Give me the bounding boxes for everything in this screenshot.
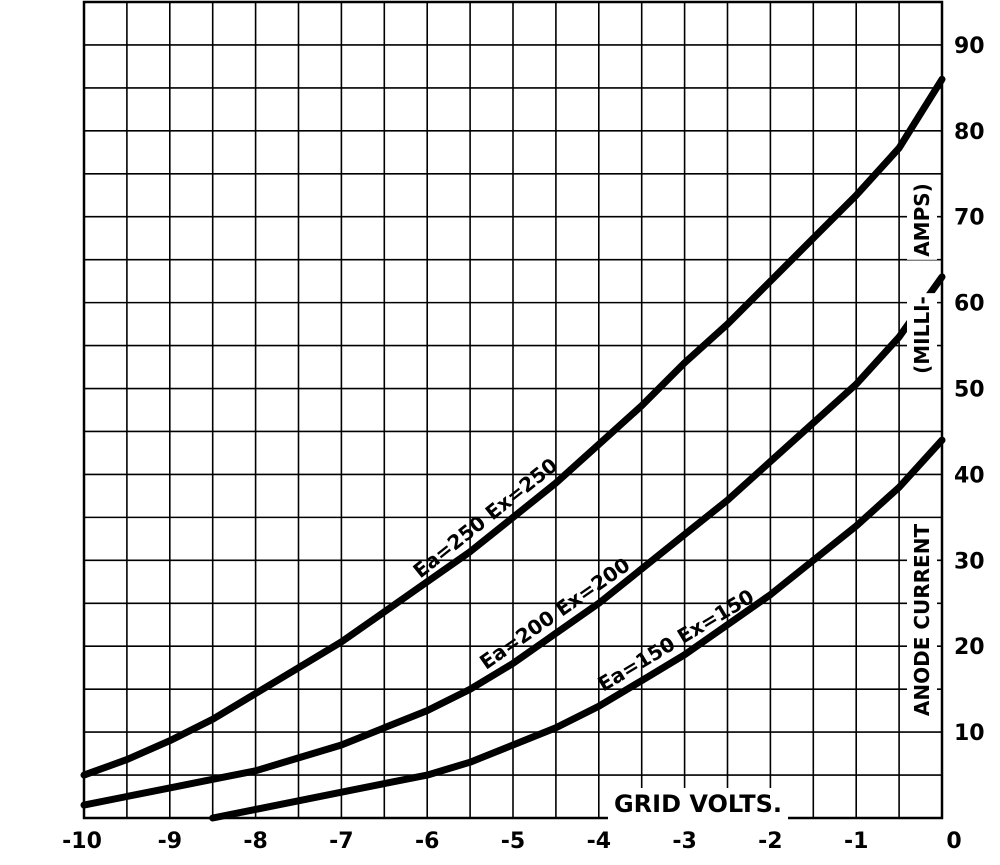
y-axis-title: ANODE CURRENT bbox=[910, 524, 934, 717]
series-line bbox=[80, 75, 946, 779]
y-tick-label: 60 bbox=[954, 292, 985, 317]
y-tick-label: 40 bbox=[954, 463, 985, 488]
y-tick-label: 50 bbox=[954, 378, 985, 403]
y-axis-title-background bbox=[907, 180, 937, 260]
plot-frame bbox=[82, 0, 944, 820]
y-tick-label: 90 bbox=[954, 34, 985, 59]
y-tick-label: 80 bbox=[954, 120, 985, 145]
x-tick-label: -9 bbox=[158, 829, 182, 854]
y-axis-tick-labels: 10 20 30 40 50 60 70 80 90 bbox=[954, 34, 985, 746]
y-tick-label: 30 bbox=[954, 549, 985, 574]
y-axis-title: AMPS) bbox=[910, 183, 934, 257]
x-tick-label: -6 bbox=[415, 829, 439, 854]
axis-titles: GRID VOLTS. ANODE CURRENT (MILLI- AMPS) bbox=[607, 180, 937, 820]
x-tick-label: -4 bbox=[587, 829, 611, 854]
series-label: Ea=200 Ex=200 bbox=[475, 553, 634, 675]
x-tick-label: -1 bbox=[844, 829, 868, 854]
x-axis-title-background bbox=[607, 788, 789, 820]
y-tick-label: 70 bbox=[954, 206, 985, 231]
x-tick-label: -5 bbox=[501, 829, 525, 854]
x-tick-label: -3 bbox=[672, 829, 696, 854]
y-axis-title: (MILLI- bbox=[910, 296, 934, 374]
curves bbox=[80, 75, 946, 822]
x-axis-tick-labels: -10 -9 -8 -7 -6 -5 -4 -3 -2 -1 0 bbox=[62, 829, 962, 854]
x-tick-label: -7 bbox=[329, 829, 353, 854]
y-tick-label: 10 bbox=[954, 721, 985, 746]
y-axis-title-background bbox=[907, 520, 937, 720]
series-line bbox=[80, 273, 946, 809]
x-axis-title: GRID VOLTS. bbox=[614, 790, 782, 818]
x-tick-label: 0 bbox=[946, 829, 961, 854]
x-tick-label: -10 bbox=[62, 829, 102, 854]
series-line bbox=[209, 436, 946, 822]
y-axis-title-background bbox=[907, 293, 937, 377]
series-label: Ea=150 Ex=150 bbox=[594, 584, 759, 696]
y-tick-label: 20 bbox=[954, 635, 985, 660]
grid bbox=[83, 1, 943, 819]
x-tick-label: -8 bbox=[243, 829, 267, 854]
x-tick-label: -2 bbox=[758, 829, 782, 854]
